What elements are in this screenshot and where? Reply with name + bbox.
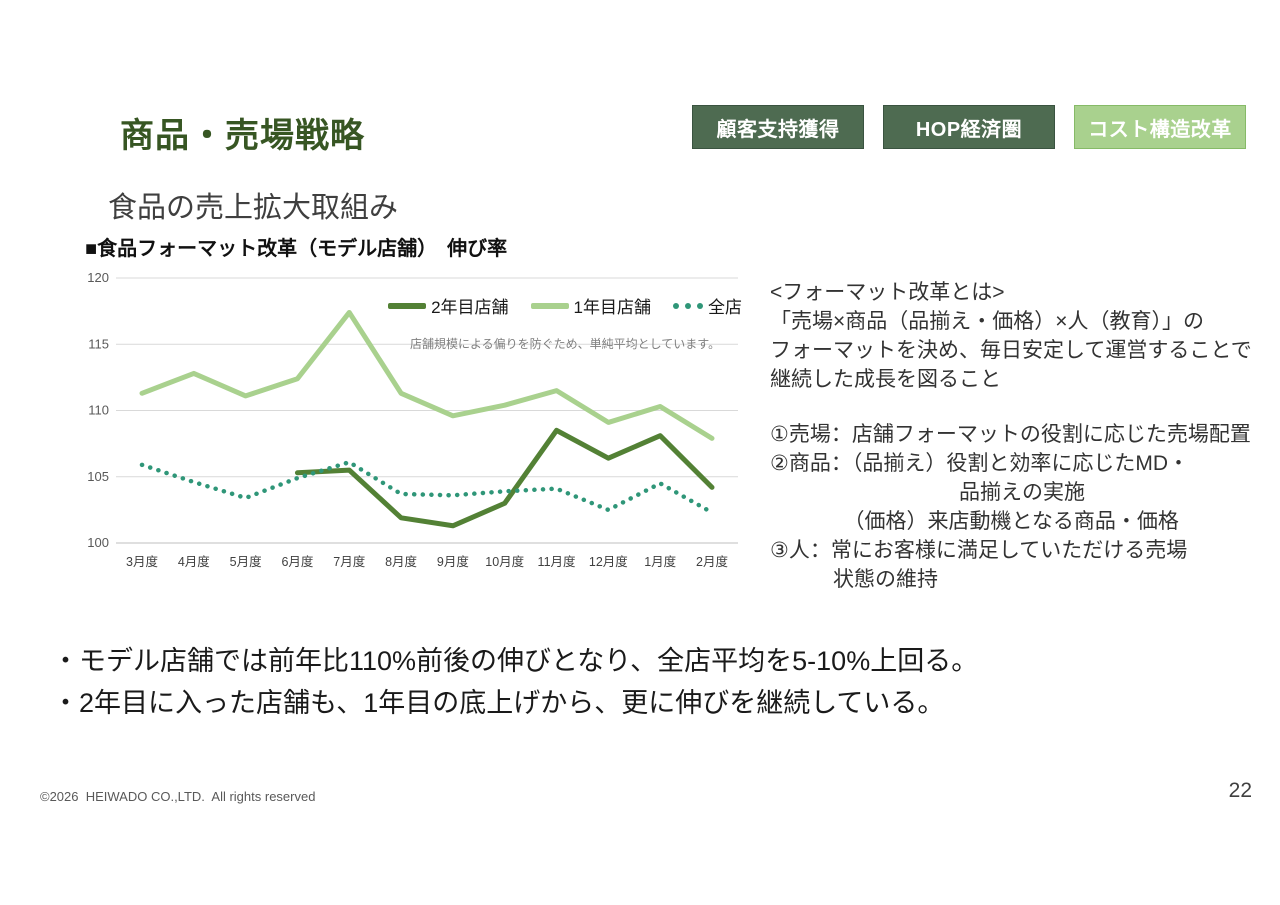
growth-rate-chart: 2年目店舗 1年目店舗 全店 店舗規模による偏りを防ぐため、単純平均としています。 … <box>80 262 750 577</box>
explainer-points: ①売場：店舗フォーマットの役割に応じた売場配置 ②商品：（品揃え）役割と効率に応… <box>770 421 1275 595</box>
x-axis-tick-label: 2月度 <box>696 554 728 569</box>
chart-legend: 2年目店舗 1年目店舗 全店 <box>388 293 742 318</box>
chart-note: 店舗規模による偏りを防ぐため、単純平均としています。 <box>410 337 721 351</box>
series-line <box>294 427 715 529</box>
series-line <box>139 459 715 515</box>
legend-label: 2年目店舗 <box>431 298 509 317</box>
legend-item: 2年目店舗 <box>388 293 509 318</box>
page-number: 22 <box>1228 779 1252 802</box>
x-axis-tick-label: 6月度 <box>281 554 313 569</box>
y-axis-tick-label: 105 <box>87 469 109 484</box>
explainer-intro-line: 「売場×商品（品揃え・価格）×人（教育）」の <box>770 309 1205 333</box>
explainer-point-line: 状態の維持 <box>770 567 938 591</box>
format-reform-explainer: <フォーマット改革とは> 「売場×商品（品揃え・価格）×人（教育）」の フォーマ… <box>770 279 1275 595</box>
explainer-point-line: ②商品：（品揃え）役割と効率に応じたMD・ <box>770 451 1189 475</box>
y-axis-tick-label: 115 <box>88 336 109 351</box>
copyright-footer: ©2026 HEIWADO CO.,LTD. All rights reserv… <box>40 789 316 804</box>
x-axis-tick-label: 9月度 <box>437 554 469 569</box>
explainer-intro-line: フォーマットを決め、毎日安定して運営することで <box>770 338 1252 362</box>
summary-bullet: ・モデル店舗では前年比110%前後の伸びとなり、全店平均を5-10%上回る。 <box>52 646 979 676</box>
x-axis-tick-label: 11月度 <box>538 554 576 569</box>
x-axis-tick-label: 12月度 <box>589 554 628 569</box>
x-axis-tick-label: 5月度 <box>230 554 262 569</box>
y-axis-tick-label: 120 <box>87 270 109 285</box>
x-axis-tick-label: 3月度 <box>126 554 158 569</box>
x-axis-tick-label: 1月度 <box>644 554 676 569</box>
legend-item: 1年目店舗 <box>530 293 651 318</box>
explainer-intro-line: 継続した成長を図ること <box>770 367 1001 391</box>
explainer-point-line: ①売場：店舗フォーマットの役割に応じた売場配置 <box>770 422 1251 446</box>
legend-label: 全店 <box>708 298 742 317</box>
legend-label: 1年目店舗 <box>573 298 651 317</box>
explainer-point-line: （価格）来店動機となる商品・価格 <box>770 509 1179 533</box>
page-subtitle: 食品の売上拡大取組み <box>108 192 399 224</box>
y-axis-tick-label: 100 <box>87 535 109 550</box>
legend-dotted-swatch <box>673 302 703 309</box>
line-chart-canvas: 100 105 110 115 120 3月度 4月度 5月度 6月度 7月度 8月度 9月度 10月度… <box>87 270 738 569</box>
explainer-heading: <フォーマット改革とは> <box>770 281 1005 304</box>
legend-item: 全店 <box>673 293 742 318</box>
badge-row: 顧客支持獲得 HOP経済圏 コスト構造改革 <box>692 105 1246 149</box>
summary-bullet: ・2年目に入った店舗も、1年目の底上げから、更に伸びを継続している。 <box>52 687 945 718</box>
badge-customer-support: 顧客支持獲得 <box>692 105 864 149</box>
x-axis-tick-label: 8月度 <box>385 554 417 569</box>
page-title: 商品・売場戦略 <box>120 117 365 155</box>
x-axis-tick-label: 4月度 <box>178 554 210 569</box>
y-axis-tick-label: 110 <box>88 403 109 418</box>
summary-bullets: ・モデル店舗では前年比110%前後の伸びとなり、全店平均を5-10%上回る。 ・… <box>52 641 978 725</box>
x-axis-tick-label: 7月度 <box>333 554 365 569</box>
explainer-point-line: ③人：常にお客様に満足していただける売場 <box>770 538 1188 562</box>
legend-line-swatch <box>530 302 569 309</box>
series-line <box>139 309 715 441</box>
section-heading: ■食品フォーマット改革（モデル店舗） 伸び率 <box>85 238 508 260</box>
explainer-point-line: 品揃えの実施 <box>770 480 1085 504</box>
badge-hop-economy: HOP経済圏 <box>883 105 1055 149</box>
x-axis-tick-label: 10月度 <box>485 554 524 569</box>
badge-cost-structure-reform: コスト構造改革 <box>1074 105 1246 149</box>
legend-line-swatch <box>388 302 427 309</box>
